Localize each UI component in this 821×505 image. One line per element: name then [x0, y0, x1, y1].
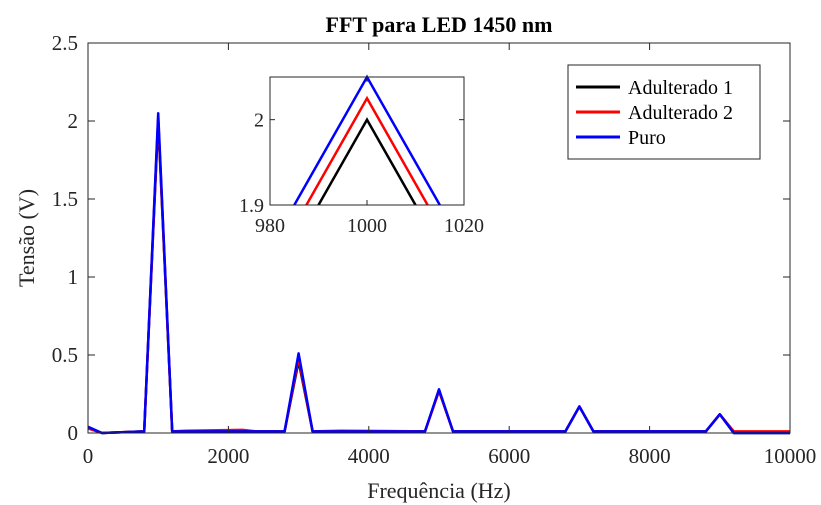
main-axes: 0 2000 4000 6000 8000 10000 0 0.5 1 1.5 2 2.5: [52, 31, 817, 468]
main-series-group: [87, 111, 790, 435]
legend: Adulterado 1 Adulterado 2 Puro: [567, 64, 761, 160]
x-tick-label: 8000: [629, 444, 671, 468]
x-tick-label: 2000: [207, 444, 249, 468]
x-tick-label: 0: [83, 444, 94, 468]
y-tick-label: 2.5: [52, 31, 78, 55]
legend-label-3: Puro: [628, 127, 666, 149]
chart-title: FFT para LED 1450 nm: [326, 12, 553, 37]
x-tick-label: 4000: [348, 444, 390, 468]
y-axis-label: Tensão (V): [14, 189, 39, 287]
inset-series-line-1: [317, 117, 417, 206]
inset-y-tick-label: 1.9: [239, 195, 264, 217]
inset-x-tick-label: 1020: [444, 215, 484, 237]
y-tick-label: 0: [68, 421, 79, 445]
y-tick-label: 1.5: [52, 187, 78, 211]
inset-x-tick-label: 1000: [347, 215, 387, 237]
legend-label-2: Adulterado 2: [628, 102, 733, 124]
x-axis-label: Frequência (Hz): [367, 478, 511, 503]
inset-series-line-2: [305, 95, 429, 206]
y-tick-label: 2: [68, 109, 79, 133]
inset-axes: 980 1000 1020 1.9 2: [239, 76, 484, 237]
y-tick-label: 1: [68, 265, 79, 289]
y-tick-label: 0.5: [52, 343, 78, 367]
plot-frame: [87, 42, 791, 434]
legend-label-1: Adulterado 1: [628, 77, 733, 99]
x-tick-label: 10000: [764, 444, 817, 468]
inset-x-tick-label: 980: [255, 215, 285, 237]
x-tick-label: 6000: [488, 444, 530, 468]
series-line-3: [87, 111, 790, 435]
inset-y-tick-label: 2: [254, 110, 264, 132]
inset-plot: 980 1000 1020 1.9 2: [239, 74, 484, 237]
